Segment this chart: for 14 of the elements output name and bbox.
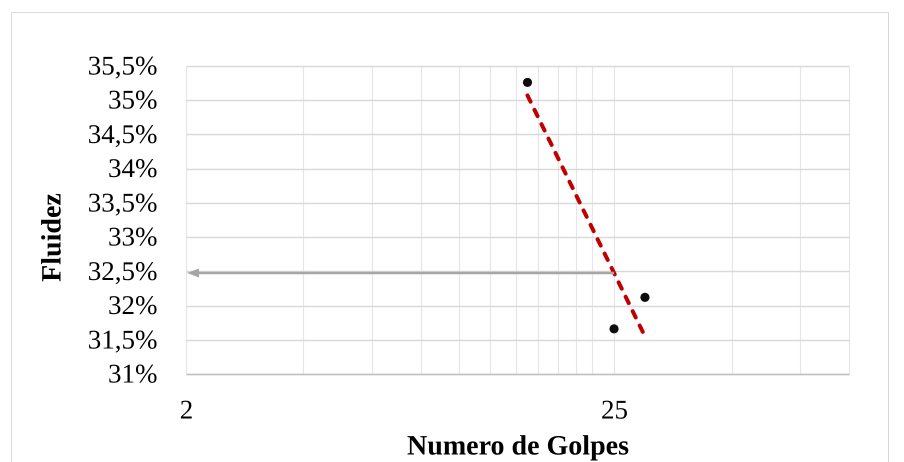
y-tick-label: 31% [108,358,158,388]
y-tick-label: 35% [108,84,158,115]
y-tick-label: 32% [108,290,158,320]
y-tick-label: 32,5% [88,256,158,286]
y-tick-label: 35,5% [88,50,158,80]
x-tick-label: 2 [180,394,194,424]
y-tick-label: 34% [108,153,158,184]
x-axis-title: Numero de Golpes [407,430,630,462]
y-tick-label: 33,5% [88,187,158,218]
y-tick-label: 34,5% [88,118,158,149]
y-tick-label: 33% [108,222,158,252]
x-tick-label: 25 [601,394,628,424]
y-tick-label: 31,5% [88,324,158,354]
y-axis-title: Fluidez [36,193,68,282]
